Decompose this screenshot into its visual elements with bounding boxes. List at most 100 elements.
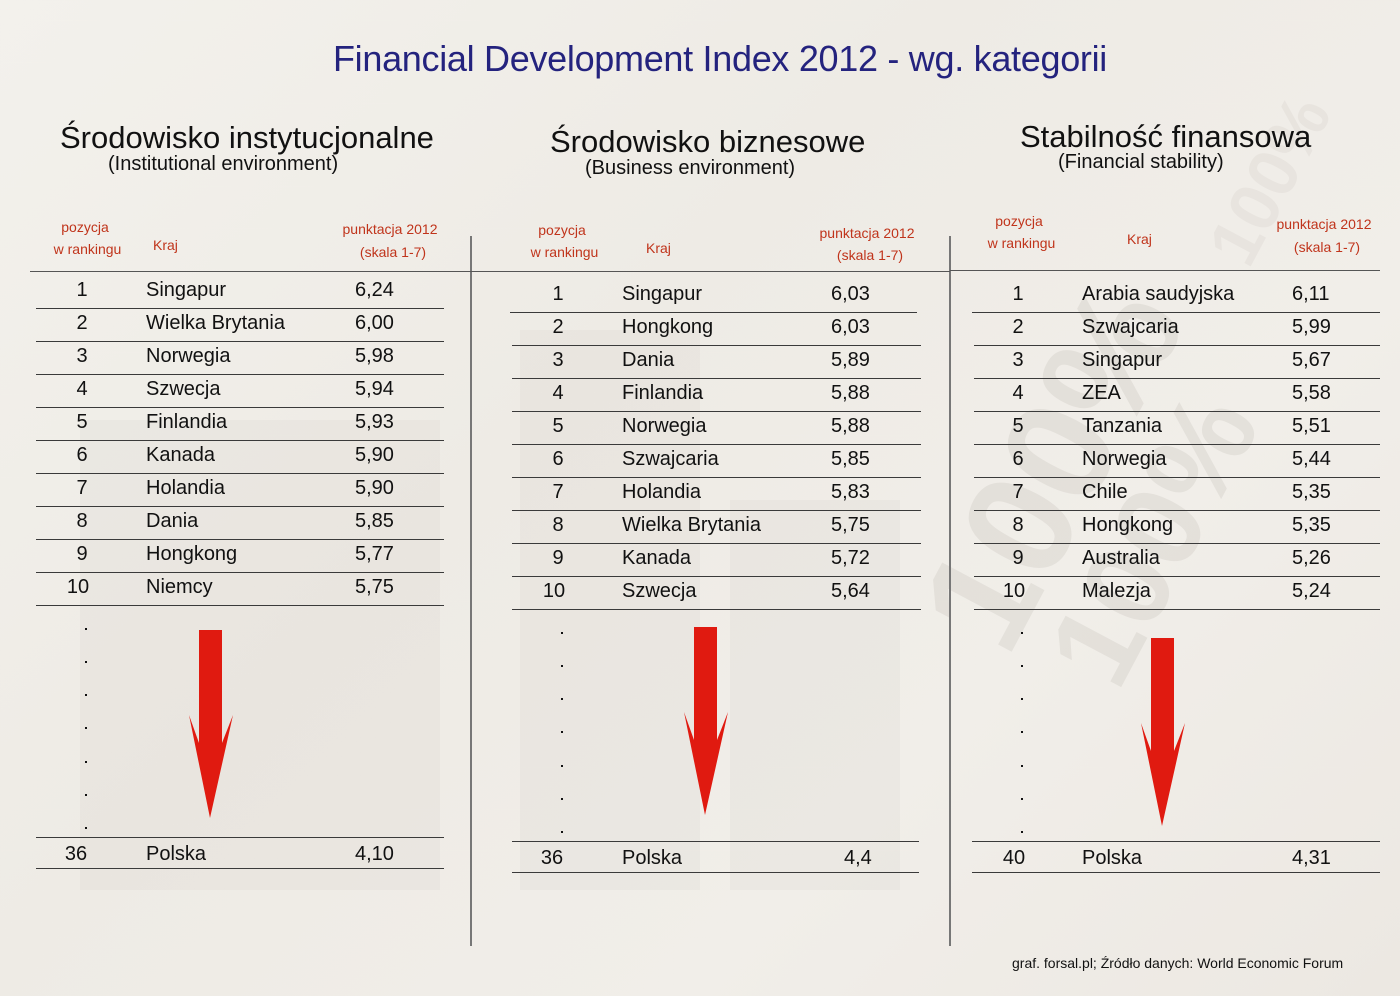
country: Singapur bbox=[622, 283, 703, 305]
rank: 3 bbox=[76, 345, 88, 367]
score: 5,77 bbox=[355, 543, 394, 565]
table-row: 8 Wielka Brytania 5,75 bbox=[512, 510, 921, 544]
header-rule bbox=[30, 271, 471, 272]
score: 5,51 bbox=[1292, 415, 1331, 437]
table-row: 3 Dania 5,89 bbox=[512, 345, 921, 379]
row-rule bbox=[512, 841, 919, 842]
table-row-poland: 36 Polska 4,10 bbox=[36, 838, 444, 869]
rank: 36 bbox=[540, 847, 564, 869]
score-header: punktacja 2012 bbox=[342, 221, 438, 237]
country: Holandia bbox=[146, 477, 225, 499]
rank: 8 bbox=[76, 510, 88, 532]
score: 5,85 bbox=[355, 510, 394, 532]
section-title: Środowisko biznesowe bbox=[550, 124, 866, 159]
score: 5,89 bbox=[831, 349, 870, 371]
score: 5,90 bbox=[355, 477, 394, 499]
table-row: 9 Hongkong 5,77 bbox=[36, 539, 444, 573]
score: 5,94 bbox=[355, 378, 394, 400]
table-row: 10 Niemcy 5,75 bbox=[36, 572, 444, 606]
country: Polska bbox=[1082, 847, 1143, 869]
rank: 9 bbox=[552, 547, 564, 569]
column-divider bbox=[470, 236, 472, 946]
score: 6,11 bbox=[1292, 283, 1330, 305]
rank: 10 bbox=[542, 580, 566, 602]
country: Chile bbox=[1082, 481, 1128, 503]
score: 5,85 bbox=[831, 448, 870, 470]
table-row: 4 Finlandia 5,88 bbox=[512, 378, 921, 412]
table-row: 3 Singapur 5,67 bbox=[974, 345, 1380, 379]
table-row: 3 Norwegia 5,98 bbox=[36, 341, 444, 375]
rank: 1 bbox=[552, 283, 564, 305]
score: 5,24 bbox=[1292, 580, 1331, 602]
table-row: 1 Singapur 6,24 bbox=[36, 275, 444, 309]
score: 5,67 bbox=[1292, 349, 1331, 371]
rank: 1 bbox=[76, 279, 88, 301]
row-rule bbox=[36, 837, 444, 838]
score: 5,83 bbox=[831, 481, 870, 503]
score: 5,99 bbox=[1292, 316, 1331, 338]
table-row: 4 ZEA 5,58 bbox=[974, 378, 1380, 412]
country: Szwajcaria bbox=[1082, 316, 1179, 338]
country: Tanzania bbox=[1082, 415, 1163, 437]
rank: 7 bbox=[76, 477, 88, 499]
country-header: Kraj bbox=[646, 240, 671, 256]
country: Holandia bbox=[622, 481, 701, 503]
score: 5,98 bbox=[355, 345, 394, 367]
table-row: 8 Dania 5,85 bbox=[36, 506, 444, 540]
table-row-poland: 36 Polska 4,4 bbox=[512, 842, 919, 873]
score: 4,31 bbox=[1292, 847, 1331, 869]
country: Norwegia bbox=[146, 345, 231, 367]
section-title: Środowisko instytucjonalne bbox=[60, 120, 434, 155]
score: 5,93 bbox=[355, 411, 394, 433]
rank: 7 bbox=[552, 481, 564, 503]
header-rule bbox=[950, 270, 1380, 271]
rank: 8 bbox=[1012, 514, 1024, 536]
rank: 10 bbox=[66, 576, 90, 598]
country: Australia bbox=[1082, 547, 1160, 569]
score: 5,88 bbox=[831, 382, 870, 404]
ellipsis-dots bbox=[558, 624, 568, 839]
ellipsis-dots bbox=[82, 620, 92, 835]
rank: 6 bbox=[552, 448, 564, 470]
rank-header: pozycja bbox=[61, 219, 109, 235]
rank-header: w rankingu bbox=[530, 244, 599, 260]
country-header: Kraj bbox=[153, 237, 178, 253]
background-decoration bbox=[730, 500, 900, 890]
section-subtitle: (Institutional environment) bbox=[108, 153, 339, 175]
country: Polska bbox=[146, 843, 207, 865]
score: 5,72 bbox=[831, 547, 870, 569]
country: Malezja bbox=[1082, 580, 1151, 602]
table-row: 1 Arabia saudyjska 6,11 bbox=[972, 279, 1380, 313]
score-header: punktacja 2012 bbox=[1276, 216, 1372, 232]
rank: 3 bbox=[1012, 349, 1024, 371]
country: Dania bbox=[146, 510, 199, 532]
table-row: 5 Tanzania 5,51 bbox=[974, 411, 1380, 445]
rank: 2 bbox=[552, 316, 564, 338]
country: Niemcy bbox=[146, 576, 213, 598]
down-arrow-icon bbox=[189, 630, 233, 818]
score: 5,26 bbox=[1292, 547, 1331, 569]
country: Kanada bbox=[146, 444, 215, 466]
table-row: 10 Szwecja 5,64 bbox=[512, 576, 921, 610]
table-row: 2 Szwajcaria 5,99 bbox=[974, 312, 1380, 346]
table-row: 7 Holandia 5,90 bbox=[36, 473, 444, 507]
table-row: 8 Hongkong 5,35 bbox=[974, 510, 1380, 544]
section-subtitle: (Business environment) bbox=[585, 157, 796, 179]
country: Dania bbox=[622, 349, 675, 371]
column-divider bbox=[949, 236, 951, 946]
country: Norwegia bbox=[622, 415, 707, 437]
country: Szwecja bbox=[622, 580, 697, 602]
table-row: 7 Chile 5,35 bbox=[974, 477, 1380, 511]
rank: 6 bbox=[1012, 448, 1024, 470]
score-header: punktacja 2012 bbox=[819, 225, 915, 241]
score: 5,58 bbox=[1292, 382, 1331, 404]
table-row: 6 Kanada 5,90 bbox=[36, 440, 444, 474]
country: ZEA bbox=[1082, 382, 1121, 404]
down-arrow-icon bbox=[1141, 638, 1185, 826]
rank-header: w rankingu bbox=[987, 235, 1056, 251]
score: 5,35 bbox=[1292, 481, 1331, 503]
table-row: 9 Kanada 5,72 bbox=[512, 543, 921, 577]
rank: 4 bbox=[552, 382, 564, 404]
rank: 10 bbox=[1002, 580, 1026, 602]
rank: 8 bbox=[552, 514, 564, 536]
